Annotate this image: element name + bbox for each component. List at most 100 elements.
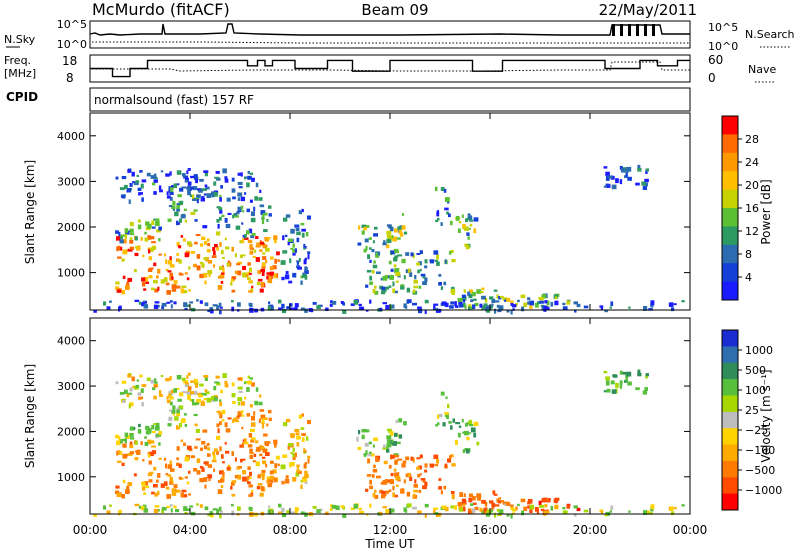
scatter-cell: [231, 276, 237, 279]
scatter-cell: [469, 223, 473, 227]
scatter-cell: [413, 279, 418, 284]
scatter-cell: [219, 421, 222, 426]
colorbar-swatch: [722, 208, 738, 227]
scatter-cell: [461, 418, 464, 423]
scatter-cell: [207, 447, 211, 451]
scatter-cell: [637, 372, 642, 377]
scatter-cell: [135, 450, 138, 453]
scatter-cell: [259, 189, 262, 193]
scatter-cell: [186, 170, 189, 175]
scatter-cell: [441, 301, 447, 306]
scatter-cell: [205, 391, 210, 395]
scatter-cell: [486, 512, 491, 517]
scatter-cell: [224, 422, 228, 428]
scatter-cell: [160, 170, 164, 173]
scatter-cell: [628, 510, 631, 513]
scatter-cell: [193, 468, 197, 472]
scatter-cell: [392, 441, 397, 446]
scatter-cell: [180, 235, 184, 238]
scatter-cell: [177, 398, 182, 402]
scatter-cell: [628, 306, 631, 309]
scatter-cell: [230, 281, 233, 286]
scatter-cell: [136, 174, 140, 177]
colorbar-swatch: [722, 444, 738, 462]
colorbar-swatch: [722, 493, 738, 511]
scatter-cell: [218, 302, 222, 308]
scatter-cell: [260, 210, 266, 215]
scatter-cell: [117, 256, 122, 259]
power-ylabel: Slant Range [km]: [23, 160, 37, 264]
scatter-cell: [510, 513, 513, 519]
scatter-cell: [227, 417, 232, 420]
scatter-cell: [450, 301, 455, 305]
scatter-cell: [451, 491, 455, 495]
scatter-cell: [296, 464, 300, 467]
scatter-cell: [454, 505, 457, 510]
scatter-cell: [303, 259, 307, 265]
scatter-cell: [166, 505, 171, 508]
scatter-cell: [422, 480, 426, 483]
scatter-cell: [489, 296, 494, 300]
scatter-cell: [467, 304, 472, 308]
scatter-cell: [619, 370, 623, 375]
scatter-cell: [498, 305, 504, 310]
scatter-cell: [179, 200, 184, 205]
scatter-cell: [365, 284, 369, 288]
scatter-cell: [173, 388, 177, 393]
scatter-cell: [231, 177, 235, 182]
scatter-cell: [394, 461, 398, 465]
scatter-cell: [231, 451, 234, 456]
scatter-cell: [265, 463, 268, 468]
scatter-cell: [290, 511, 295, 515]
scatter-cell: [372, 270, 375, 274]
scatter-cell: [312, 302, 317, 305]
scatter-cell: [605, 176, 610, 181]
scatter-cell: [176, 203, 182, 206]
scatter-cell: [669, 506, 674, 511]
scatter-cell: [237, 172, 242, 176]
scatter-cell: [574, 513, 577, 517]
scatter-cell: [372, 474, 375, 478]
scatter-cell: [289, 462, 292, 468]
scatter-cell: [433, 507, 439, 510]
scatter-cell: [208, 477, 211, 482]
scatter-cell: [207, 513, 212, 517]
scatter-cell: [405, 473, 408, 478]
scatter-cell: [392, 485, 395, 491]
scatter-cell: [154, 288, 159, 293]
scatter-cell: [178, 245, 182, 249]
scatter-cell: [445, 396, 448, 400]
scatter-cell: [259, 492, 264, 497]
scatter-cell: [445, 197, 450, 202]
scatter-cell: [135, 245, 138, 249]
scatter-cell: [179, 423, 182, 428]
scatter-cell: [463, 299, 466, 303]
scatter-cell: [444, 412, 449, 415]
power-colorbar-label: Power [dB]: [759, 179, 773, 244]
scatter-cell: [249, 448, 253, 454]
scatter-cell: [498, 296, 502, 300]
scatter-cell: [300, 222, 305, 226]
scatter-cell: [290, 462, 295, 467]
scatter-cell: [175, 387, 180, 390]
scatter-cell: [298, 258, 301, 262]
nave-line: [92, 61, 690, 72]
scatter-cell: [131, 171, 135, 177]
scatter-cell: [266, 479, 269, 484]
scatter-cell: [149, 451, 154, 457]
scatter-cell: [200, 188, 204, 191]
scatter-cell: [219, 414, 223, 419]
scatter-cell: [510, 303, 514, 306]
scatter-cell: [481, 499, 486, 504]
colorbar-swatch: [722, 116, 738, 135]
scatter-cell: [379, 285, 384, 290]
scatter-cell: [151, 241, 156, 244]
scatter-cell: [249, 244, 253, 249]
scatter-cell: [246, 387, 250, 392]
scatter-cell: [416, 457, 421, 460]
scatter-cell: [150, 175, 155, 179]
scatter-cell: [171, 389, 174, 393]
scatter-cell: [247, 262, 251, 266]
scatter-cell: [240, 196, 245, 202]
scatter-cell: [562, 506, 566, 510]
